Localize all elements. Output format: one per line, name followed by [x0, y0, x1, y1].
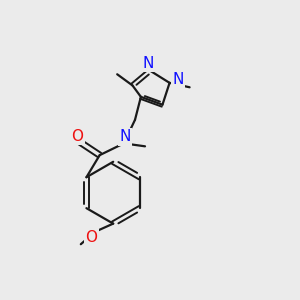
Text: O: O [71, 128, 83, 143]
Text: N: N [120, 129, 131, 144]
Text: O: O [85, 230, 98, 245]
Text: N: N [172, 72, 184, 87]
Text: N: N [143, 56, 154, 71]
